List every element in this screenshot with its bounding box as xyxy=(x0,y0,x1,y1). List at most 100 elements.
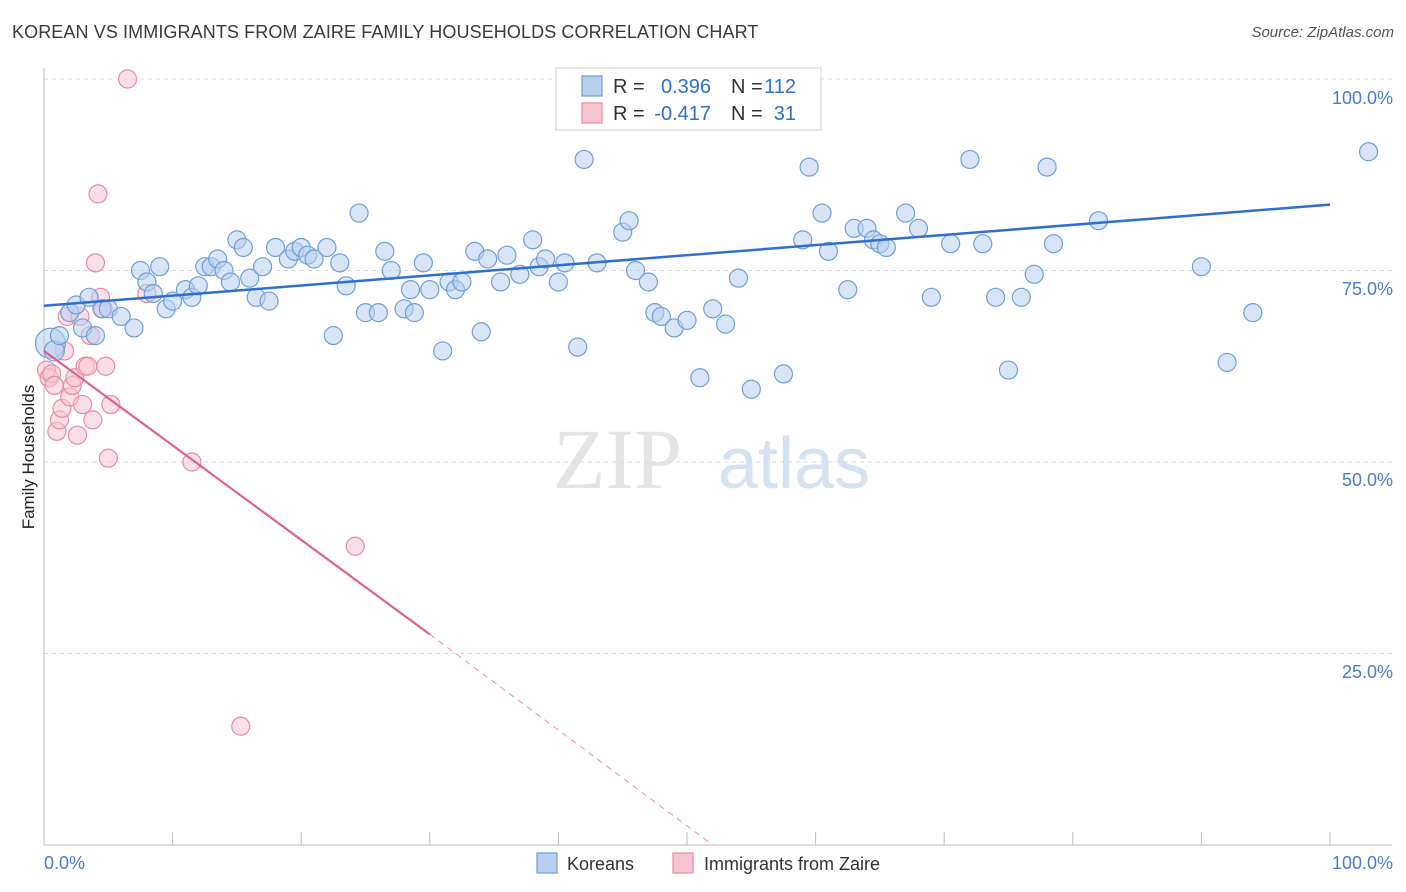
koreans-point-37 xyxy=(304,249,324,269)
koreans-point-103 xyxy=(1024,264,1044,284)
zaire-point-29 xyxy=(345,536,365,556)
koreans-point-42 xyxy=(349,203,369,223)
legend-r-label-koreans: R = xyxy=(613,76,645,98)
zaire-point-14 xyxy=(72,394,93,415)
koreans-point-52 xyxy=(433,341,453,361)
koreans-point-40 xyxy=(330,253,350,273)
koreans-point-105 xyxy=(1043,234,1064,254)
koreans-point-99 xyxy=(973,234,993,254)
koreans-point-107 xyxy=(1191,257,1212,277)
koreans-point-50 xyxy=(413,253,433,273)
koreans-point-79 xyxy=(703,299,723,319)
zaire-point-23 xyxy=(96,356,116,376)
koreans-point-80 xyxy=(715,314,736,334)
koreans-point-45 xyxy=(375,241,395,261)
koreans-point-60 xyxy=(497,245,517,265)
zaire-point-24 xyxy=(98,448,118,468)
koreans-point-85 xyxy=(799,157,819,177)
koreans-point-31 xyxy=(259,291,279,311)
koreans-point-48 xyxy=(400,280,421,300)
y-tick-label-25: 25.0% xyxy=(1342,662,1393,682)
koreans-point-108 xyxy=(1217,352,1237,373)
trend-lines xyxy=(43,203,1331,846)
x-tick-label-100: 100.0% xyxy=(1332,853,1393,873)
koreans-point-75 xyxy=(651,306,671,327)
bottom-legend-label-koreans: Koreans xyxy=(567,854,634,874)
koreans-point-38 xyxy=(317,237,337,258)
y-tick-label-100: 100.0% xyxy=(1332,88,1393,108)
zaire-point-25 xyxy=(101,394,121,415)
x-tick-label-0: 0.0% xyxy=(44,853,85,873)
koreans-point-32 xyxy=(265,237,286,258)
koreans-point-51 xyxy=(420,280,440,300)
koreans-point-94 xyxy=(896,203,916,223)
watermark: ZIP atlas xyxy=(553,411,870,507)
bottom-legend-swatch-koreans xyxy=(536,852,558,874)
koreans-point-11 xyxy=(124,318,144,338)
legend-n-label-koreans: N = xyxy=(731,76,763,98)
koreans-point-65 xyxy=(548,272,569,292)
koreans-trend-line xyxy=(43,203,1331,307)
zaire-point-16 xyxy=(78,356,98,376)
koreans-point-88 xyxy=(838,280,858,300)
koreans-point-71 xyxy=(619,211,639,231)
legend-n-value-zaire: 31 xyxy=(774,103,796,125)
koreans-point-82 xyxy=(741,379,761,399)
koreans-point-28 xyxy=(240,268,260,288)
series-koreans-points xyxy=(34,142,1379,399)
koreans-point-101 xyxy=(998,360,1019,380)
koreans-point-62 xyxy=(523,230,543,250)
koreans-point-110 xyxy=(1358,142,1379,162)
y-tick-label-50: 50.0% xyxy=(1342,470,1393,490)
koreans-point-72 xyxy=(625,260,646,281)
koreans-point-58 xyxy=(478,249,498,269)
legend-r-label-zaire: R = xyxy=(613,103,645,125)
series-zaire-points xyxy=(36,69,365,736)
koreans-point-106 xyxy=(1088,211,1109,231)
koreans-point-81 xyxy=(728,268,749,288)
koreans-point-100 xyxy=(986,287,1006,307)
koreans-point-64 xyxy=(535,249,556,269)
y-tick-label-75: 75.0% xyxy=(1342,279,1393,299)
koreans-point-15 xyxy=(150,257,170,277)
koreans-point-67 xyxy=(568,337,588,357)
y-axis-label: Family Households xyxy=(19,385,38,530)
koreans-point-87 xyxy=(818,241,839,261)
zaire-point-26 xyxy=(117,69,138,89)
koreans-point-39 xyxy=(323,326,343,346)
koreans-point-109 xyxy=(1243,303,1263,323)
stats-legend: R = 0.396 N = 112 R = -0.417 N = 31 xyxy=(555,67,822,131)
source-label: Source: ZipAtlas.com xyxy=(1251,24,1394,41)
koreans-point-98 xyxy=(960,149,980,170)
koreans-point-97 xyxy=(941,234,961,254)
koreans-point-59 xyxy=(490,272,511,292)
legend-r-value-koreans: 0.396 xyxy=(661,76,711,98)
watermark-zip: ZIP xyxy=(553,411,682,507)
koreans-point-96 xyxy=(921,287,941,307)
legend-n-value-koreans: 112 xyxy=(764,76,796,98)
koreans-point-2 xyxy=(49,326,70,346)
zaire-point-3 xyxy=(44,375,64,395)
koreans-point-14 xyxy=(143,283,163,304)
koreans-point-73 xyxy=(638,272,659,292)
koreans-point-86 xyxy=(812,203,832,223)
series-legend: Koreans Immigrants from Zaire xyxy=(536,852,880,874)
koreans-point-49 xyxy=(404,303,424,323)
bottom-legend-swatch-zaire xyxy=(672,852,694,874)
koreans-point-95 xyxy=(908,218,929,238)
koreans-point-27 xyxy=(233,237,253,258)
koreans-point-66 xyxy=(555,253,575,273)
koreans-point-55 xyxy=(452,272,472,292)
watermark-atlas: atlas xyxy=(718,424,870,504)
chart-title: KOREAN VS IMMIGRANTS FROM ZAIRE FAMILY H… xyxy=(12,22,759,42)
koreans-point-41 xyxy=(336,276,356,296)
zaire-trend-line-extension xyxy=(429,633,714,846)
koreans-point-7 xyxy=(85,326,106,346)
zaire-point-19 xyxy=(85,253,106,273)
koreans-point-83 xyxy=(773,364,794,384)
legend-swatch-zaire xyxy=(581,102,603,124)
zaire-point-20 xyxy=(88,184,108,204)
koreans-point-84 xyxy=(793,230,813,250)
bottom-legend-label-zaire: Immigrants from Zaire xyxy=(704,854,880,874)
